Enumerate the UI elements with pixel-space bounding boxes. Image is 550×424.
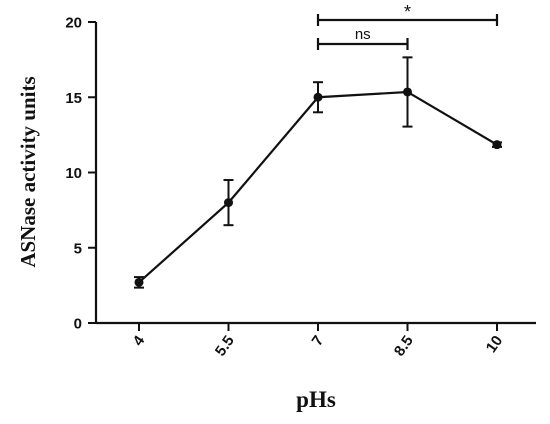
series <box>134 56 502 289</box>
data-point <box>403 87 412 97</box>
y-axis: 0 5 10 15 20 <box>65 15 98 333</box>
y-tick-label: 0 <box>74 316 82 333</box>
x-tick-label: 5.5 <box>212 333 238 360</box>
y-tick-label: 15 <box>65 90 82 107</box>
x-axis: 4 5.5 7 8.5 10 <box>96 321 536 360</box>
series-line <box>138 90 498 284</box>
data-point <box>313 92 323 102</box>
x-tick-label: 4 <box>130 332 149 349</box>
significance-label: * <box>404 2 411 22</box>
significance-annotations: * ns <box>316 2 499 50</box>
y-tick-label: 10 <box>65 165 82 182</box>
y-tick-label: 5 <box>74 240 82 257</box>
significance-bracket: * <box>316 2 499 26</box>
significance-label: ns <box>355 26 371 43</box>
x-tick-label: 8.5 <box>391 333 417 360</box>
data-point <box>224 198 233 208</box>
x-tick-label: 7 <box>309 333 328 350</box>
y-axis-title: ASNase activity units <box>16 76 40 267</box>
data-point <box>134 277 144 287</box>
x-axis-title: pHs <box>296 387 336 412</box>
x-tick-label: 10 <box>483 333 506 356</box>
significance-bracket: ns <box>316 26 409 50</box>
y-tick-label: 20 <box>65 15 82 32</box>
data-point <box>492 140 502 150</box>
